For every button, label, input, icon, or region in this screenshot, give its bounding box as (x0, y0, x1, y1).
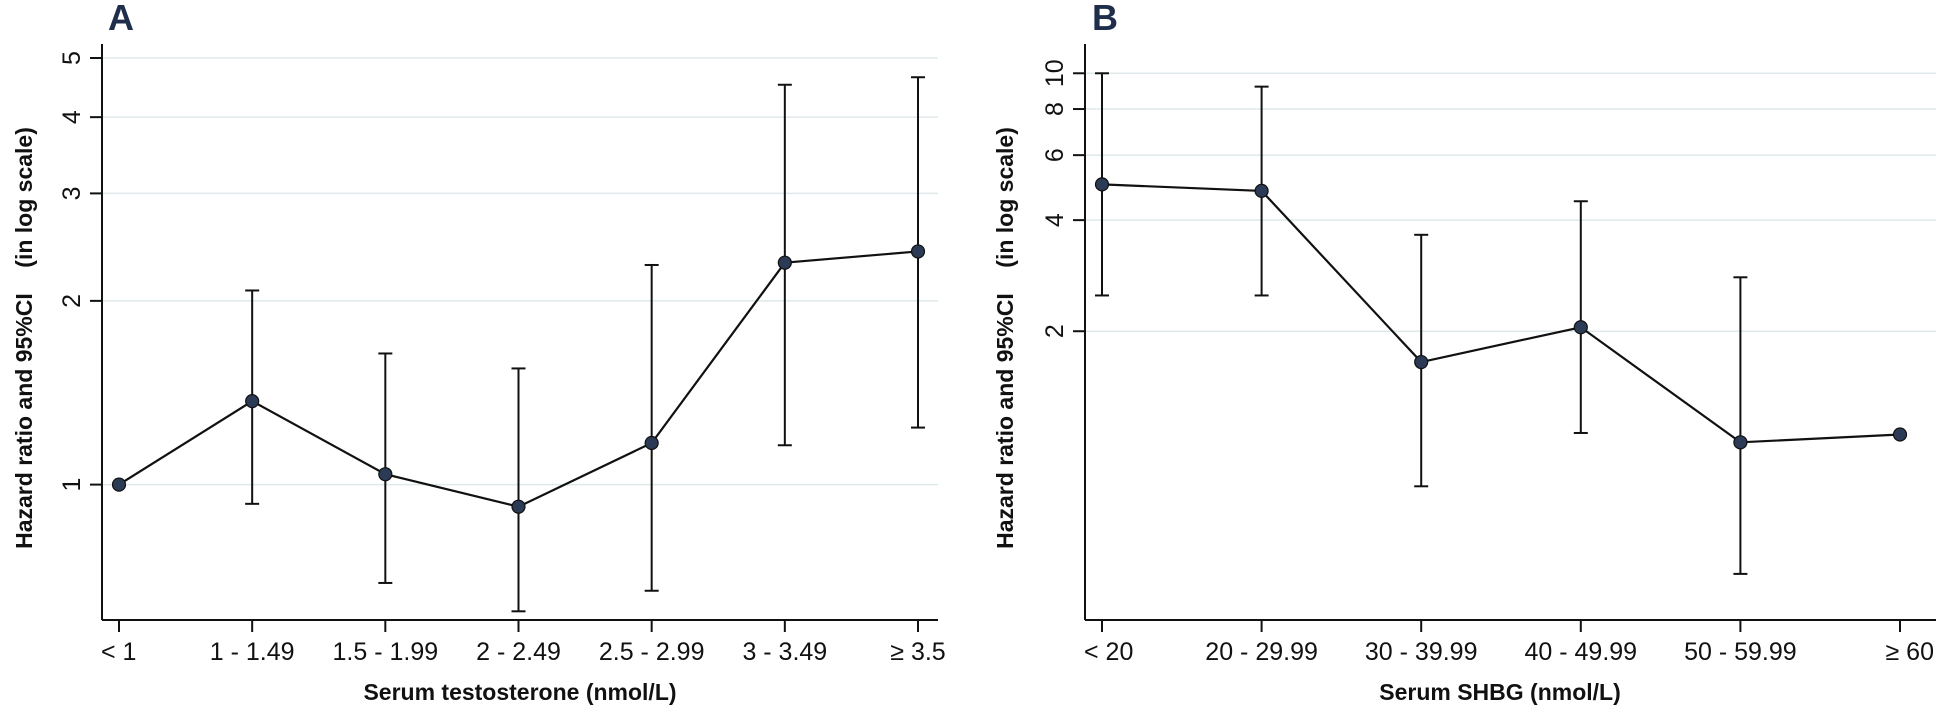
chart-panel-b: 2 4 6 8 10 < 20 20 - 29.99 30 - 39.99 40 - 49.99… (992, 0, 1936, 705)
y-tick-label: 1 (58, 478, 86, 492)
data-point (511, 499, 526, 514)
panel-label: A (108, 0, 134, 38)
x-tick-label: 20 - 29.99 (1205, 638, 1318, 666)
y-tick-label: 2 (58, 294, 86, 308)
x-tick-label: 1 - 1.49 (210, 638, 295, 666)
y-tick-label: 4 (58, 110, 86, 124)
y-tick-label: 6 (1041, 148, 1069, 162)
data-point (777, 255, 792, 270)
x-tick-label: ≥ 3.5 (890, 638, 945, 666)
data-point (1254, 183, 1269, 199)
chart-panel-a: 1 2 3 4 5 < 1 1 - 1.49 1.5 - 1.99 2 - 2.49 2.5 - … (11, 0, 946, 705)
x-tick-label: 50 - 59.99 (1684, 638, 1797, 666)
x-tick-label: 30 - 39.99 (1365, 638, 1478, 666)
x-tick-label: 2.5 - 2.99 (599, 638, 705, 666)
data-point (245, 394, 260, 409)
data-point (1892, 427, 1908, 442)
x-tick-label: 1.5 - 1.99 (333, 638, 439, 666)
panel-label: B (1092, 0, 1118, 38)
x-tick-label: ≥ 60 (1886, 638, 1934, 666)
series-line (1101, 183, 1901, 444)
x-axis-title: Serum testosterone (nmol/L) (363, 679, 676, 705)
x-axis-title: Serum SHBG (nmol/L) (1379, 679, 1621, 705)
x-tick-label: < 1 (101, 638, 136, 666)
x-tick-label: 2 - 2.49 (476, 638, 561, 666)
data-point (111, 477, 127, 492)
y-tick-label: 2 (1041, 324, 1069, 338)
x-tick-label: 40 - 49.99 (1525, 638, 1638, 666)
y-tick-label: 3 (58, 186, 86, 200)
data-point (1573, 320, 1588, 335)
data-point (1414, 354, 1429, 370)
y-tick-label: 8 (1041, 102, 1069, 116)
y-axis-title: Hazard ratio and 95%CI (in log scale) (992, 127, 1018, 549)
data-point (644, 435, 659, 451)
x-tick-label: 3 - 3.49 (742, 638, 827, 666)
data-point (378, 467, 393, 482)
y-tick-label: 4 (1041, 213, 1069, 227)
data-point (1733, 435, 1748, 450)
y-tick-label: 5 (58, 51, 86, 65)
y-axis-title: Hazard ratio and 95%CI (in log scale) (11, 127, 37, 549)
y-tick-label: 10 (1041, 59, 1069, 87)
data-point (1094, 177, 1110, 192)
data-point (910, 244, 926, 259)
x-tick-label: < 20 (1084, 638, 1133, 666)
